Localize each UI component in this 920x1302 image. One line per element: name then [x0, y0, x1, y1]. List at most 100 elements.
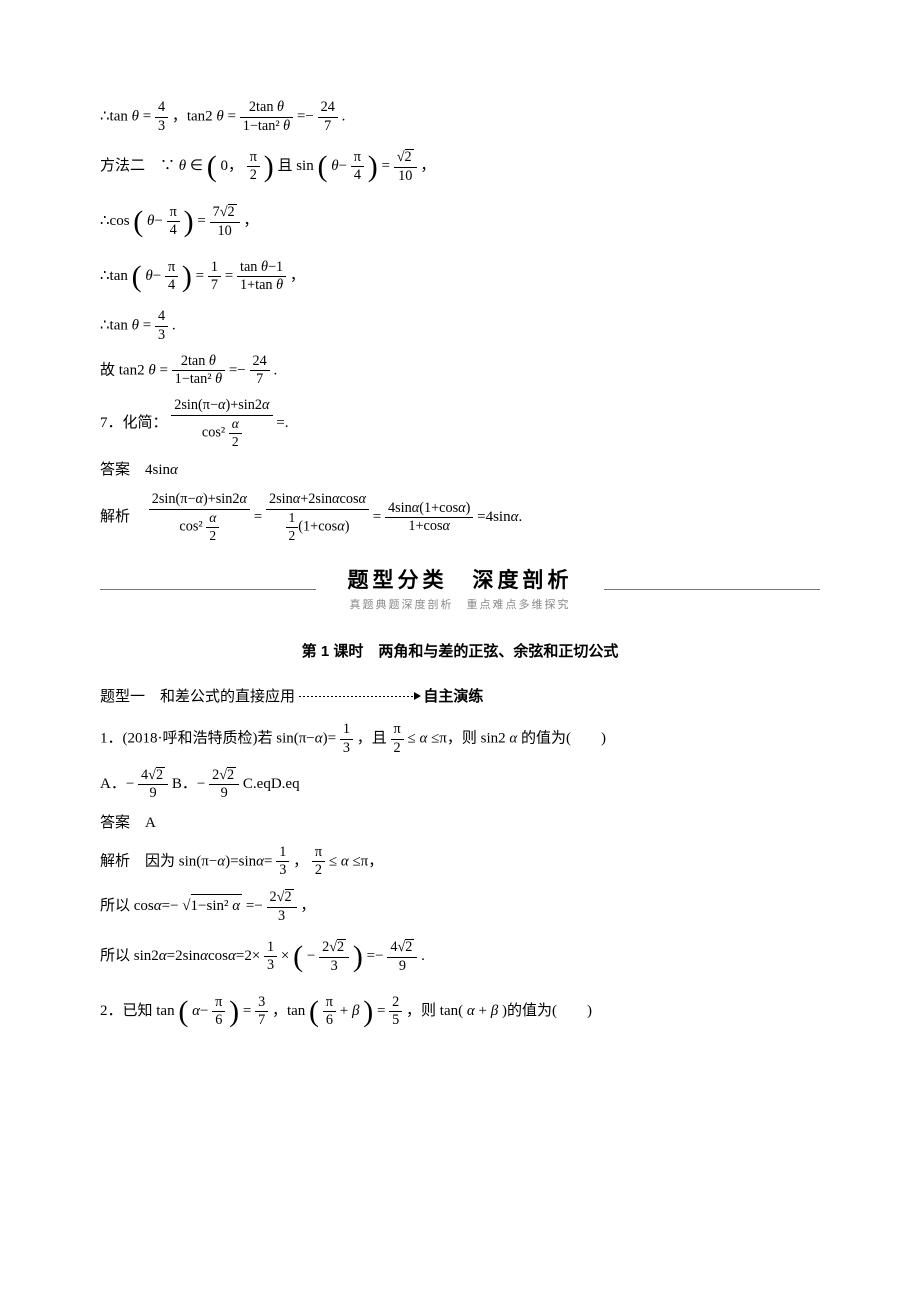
eq: = [254, 509, 262, 525]
d: 7 [255, 1012, 268, 1029]
a: α [154, 898, 162, 914]
t: =2× [236, 948, 260, 964]
den: 1−tan² [175, 371, 215, 387]
eq: = [373, 509, 381, 525]
t: 答案 4sin [100, 462, 170, 478]
theta: θ [216, 109, 223, 125]
n: 3 [255, 995, 268, 1013]
th: θ [283, 118, 290, 134]
a: α [458, 500, 465, 516]
num: 24 [250, 354, 270, 372]
t: =2sin [167, 948, 200, 964]
n: +2sin [300, 491, 332, 507]
banner-line [604, 589, 820, 590]
question-1: 1．(2018·呼和浩特质检)若 sin(π−α)= 13 ，且 π2 ≤ α … [100, 722, 820, 756]
t: )= [323, 731, 336, 747]
zero: 0， [220, 158, 243, 174]
n2: )+sin2 [225, 397, 262, 413]
d: 3 [276, 862, 289, 879]
d: 3 [319, 958, 349, 975]
line-method2-sin: 方法二 ∵ θ ∈ ( 0， π2 ) 且 sin ( θ− π4 ) = 21… [100, 144, 820, 189]
n: 2 [389, 995, 402, 1013]
question-7: 7．化简： 2sin(π−α)+sin2α cos² α2 =. [100, 398, 820, 449]
den: 4 [165, 277, 178, 294]
t: = [382, 158, 390, 174]
den: 2 [247, 167, 260, 184]
t: ， [300, 898, 315, 914]
num: π [167, 205, 180, 223]
d: 1+cos [408, 518, 442, 534]
t: × [281, 948, 289, 964]
th: θ [215, 371, 222, 387]
eq: = [143, 109, 151, 125]
t: ， [290, 268, 305, 284]
d: 3 [267, 908, 297, 925]
a: α [170, 462, 178, 478]
t: ， [243, 213, 258, 229]
b: β [491, 1003, 498, 1019]
neg: − [307, 948, 315, 964]
num: π [247, 150, 260, 168]
num: 4 [155, 100, 168, 118]
den: 7 [318, 118, 338, 135]
n: 4 [141, 767, 148, 783]
t: cos [208, 948, 228, 964]
r: 2 [285, 889, 294, 906]
a: α [315, 731, 323, 747]
t: ，且 [357, 731, 387, 747]
answer-1: 答案 A [100, 812, 820, 835]
d: 9 [138, 785, 168, 802]
d: 5 [389, 1012, 402, 1029]
t: 解析 因为 sin(π− [100, 853, 217, 869]
t: 7．化简： [100, 415, 168, 431]
eq: = [228, 109, 236, 125]
t: ∴cos [100, 213, 130, 229]
r: 1−sin² [191, 898, 233, 914]
dotted-arrow [299, 692, 419, 702]
b: β [352, 1003, 359, 1019]
den: 10 [210, 223, 240, 240]
t: ， [420, 158, 435, 174]
t: 2．已知 tan [100, 1003, 175, 1019]
n: 1 [286, 511, 299, 528]
num: 2tan [181, 353, 209, 369]
dot: . [342, 109, 346, 125]
t: ， [293, 853, 308, 869]
t: ，tan [272, 1003, 305, 1019]
t: =− [246, 898, 263, 914]
a: α [200, 948, 208, 964]
t: =4sin [477, 509, 510, 525]
n: 2 [270, 889, 277, 905]
a: α [228, 948, 236, 964]
t: 故 tan2 [100, 362, 145, 378]
solution-7: 解析 2sin(π−α)+sin2α cos² α2 = 2sinα+2sinα… [100, 492, 820, 543]
r: 2 [227, 767, 236, 784]
a: α [509, 731, 517, 747]
d: 3 [264, 957, 277, 974]
n: 2sin(π− [152, 491, 196, 507]
d: (1+cos [298, 518, 337, 534]
d: 3 [340, 740, 353, 757]
n: 2sin [269, 491, 293, 507]
n: ) [466, 500, 471, 516]
line-tan-diff: ∴tan ( θ− π4 ) = 17 = tan θ−11+tan θ ， [100, 254, 820, 299]
t: =− [162, 898, 179, 914]
optB: B．− [172, 776, 205, 792]
n: π [212, 995, 225, 1013]
t: )=sin [225, 853, 256, 869]
a: α [159, 948, 167, 964]
t: ≤π，则 sin2 [431, 731, 506, 747]
t: . [518, 509, 522, 525]
th: θ [277, 99, 284, 115]
r: 2 [337, 939, 346, 956]
t: = [377, 1003, 385, 1019]
n: (1+cos [419, 500, 458, 516]
banner-line [100, 589, 316, 590]
th: θ [276, 277, 283, 293]
t: =. [276, 415, 288, 431]
t: 且 sin [277, 158, 313, 174]
n: π [312, 845, 325, 863]
line-tan2-final: 故 tan2 θ = 2tan θ1−tan² θ =− 247 . [100, 354, 820, 388]
t: ，则 tan( [406, 1003, 463, 1019]
d: cos² [202, 424, 229, 440]
